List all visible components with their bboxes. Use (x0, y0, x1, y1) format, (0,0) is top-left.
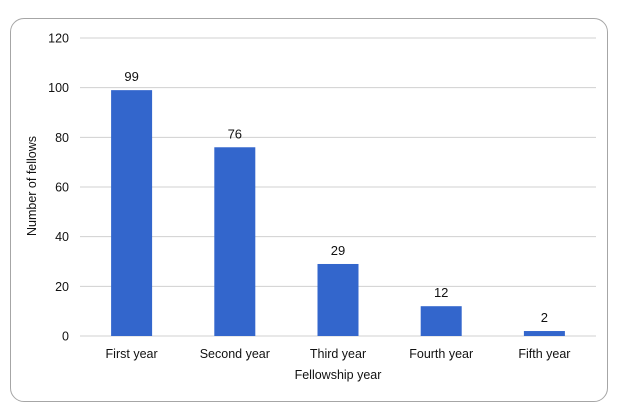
data-labels: 99 76 29 12 2 (124, 69, 548, 325)
data-label: 12 (434, 285, 448, 300)
bars (111, 90, 565, 337)
x-tick-label: Second year (200, 347, 270, 361)
y-tick-label: 40 (55, 230, 69, 244)
x-tick-label: Fifth year (518, 347, 570, 361)
y-axis-title: Number of fellows (25, 136, 39, 236)
chart-frame (10, 18, 608, 402)
y-tick-label: 60 (55, 181, 69, 195)
y-tick-label: 80 (55, 131, 69, 145)
bar (214, 147, 256, 336)
x-tick-label: Fourth year (409, 347, 473, 361)
x-tick-label: Third year (310, 347, 366, 361)
data-label: 2 (541, 310, 548, 325)
gridlines (80, 37, 596, 337)
y-tick-label: 0 (62, 330, 69, 344)
x-axis-title: Fellowship year (295, 368, 382, 382)
bar (523, 331, 565, 336)
bar (111, 90, 153, 337)
x-tick-label: First year (106, 347, 158, 361)
bar (317, 263, 359, 336)
y-axis-tick-labels: 0 20 40 60 80 100 120 (48, 32, 69, 344)
x-axis-tick-labels: First year Second year Third year Fourth ye… (106, 347, 571, 361)
data-label: 99 (124, 69, 138, 84)
data-label: 29 (331, 243, 345, 258)
bar (420, 306, 462, 336)
y-tick-label: 100 (48, 81, 69, 95)
y-tick-label: 120 (48, 32, 69, 46)
y-tick-label: 20 (55, 280, 69, 294)
data-label: 76 (228, 126, 242, 141)
